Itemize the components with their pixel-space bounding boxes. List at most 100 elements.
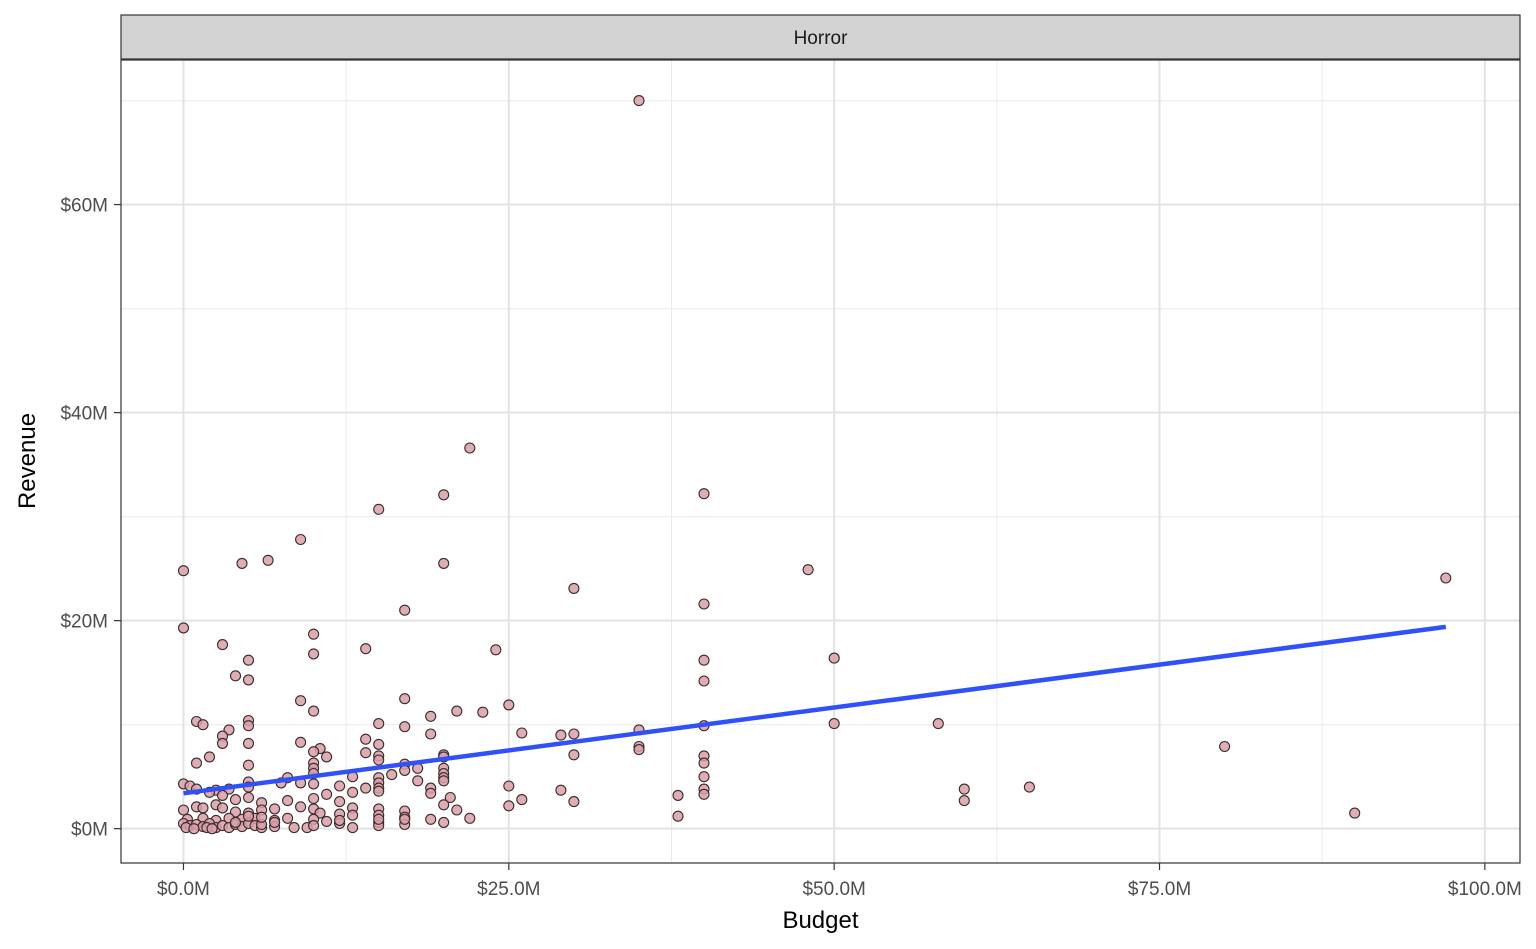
- data-point: [698, 771, 710, 783]
- data-point: [262, 554, 274, 566]
- data-point: [347, 822, 359, 834]
- data-point: [568, 582, 580, 594]
- data-point: [802, 564, 814, 576]
- data-point: [425, 787, 437, 799]
- data-point: [932, 718, 944, 730]
- plot-panel: [121, 60, 1520, 863]
- data-point: [216, 802, 229, 814]
- data-point: [229, 670, 242, 682]
- data-point: [216, 789, 229, 801]
- data-point: [347, 786, 359, 798]
- data-point: [269, 803, 281, 815]
- trend-line: [183, 624, 1447, 796]
- data-point: [425, 728, 437, 740]
- data-point: [256, 811, 268, 823]
- x-tick-label: $100.0M: [1448, 879, 1522, 900]
- data-point: [555, 784, 567, 796]
- data-point: [438, 557, 450, 569]
- data-point: [464, 442, 476, 454]
- data-point: [229, 816, 242, 828]
- data-point: [360, 733, 372, 745]
- data-point: [321, 788, 333, 800]
- y-tick-label: $40M: [60, 404, 108, 425]
- x-tick-label: $50.0M: [802, 879, 865, 900]
- data-point: [373, 754, 385, 766]
- x-axis: $0.0M $25.0M $50.0M $75.0M $100.0M: [157, 863, 1522, 900]
- data-point: [555, 729, 567, 741]
- data-point: [503, 780, 515, 792]
- data-point: [216, 737, 229, 749]
- data-point: [242, 759, 255, 771]
- data-point: [438, 489, 450, 501]
- data-point: [828, 718, 840, 730]
- data-point: [451, 705, 463, 717]
- data-point: [308, 648, 320, 660]
- data-point: [282, 795, 294, 807]
- data-point: [190, 757, 203, 769]
- data-point: [503, 800, 515, 812]
- data-point: [399, 721, 411, 733]
- data-point: [334, 814, 346, 826]
- data-point: [698, 675, 710, 687]
- data-point: [308, 792, 320, 805]
- data-point: [360, 747, 372, 759]
- y-axis: $0M $20M $40M $60M: [60, 196, 121, 841]
- data-point: [295, 736, 307, 748]
- data-point: [373, 785, 385, 797]
- facet-label: Horror: [794, 28, 849, 49]
- data-point: [288, 822, 300, 834]
- data-point: [282, 812, 294, 824]
- data-point: [438, 775, 450, 787]
- plot-border: [120, 59, 1521, 864]
- data-point: [295, 533, 307, 546]
- data-point: [242, 674, 255, 686]
- data-point: [477, 706, 489, 718]
- data-point: [490, 644, 502, 656]
- y-tick-label: $20M: [60, 612, 108, 633]
- data-point: [516, 727, 528, 739]
- data-point: [399, 764, 411, 776]
- data-point: [197, 719, 209, 731]
- data-point: [334, 780, 346, 792]
- data-point: [373, 813, 385, 825]
- data-point: [373, 738, 385, 750]
- data-point: [516, 794, 528, 806]
- data-point: [242, 654, 255, 666]
- data-point: [308, 628, 320, 640]
- x-axis-title: Budget: [782, 907, 858, 934]
- facet-strip: [120, 14, 1521, 60]
- data-point: [308, 778, 320, 790]
- data-point: [958, 795, 970, 807]
- data-point: [242, 720, 255, 732]
- data-point: [242, 810, 255, 822]
- data-point: [308, 746, 320, 758]
- data-point: [229, 794, 242, 806]
- data-point: [698, 598, 710, 610]
- data-point: [295, 695, 307, 707]
- data-point: [568, 728, 580, 740]
- data-point: [438, 799, 450, 811]
- data-point: [399, 604, 411, 616]
- data-point: [672, 810, 684, 822]
- data-point: [386, 769, 398, 781]
- data-point: [399, 693, 411, 705]
- y-tick-label: $60M: [60, 196, 108, 217]
- data-point: [360, 643, 372, 655]
- data-point: [295, 801, 307, 813]
- y-tick-label: $0M: [71, 820, 108, 841]
- data-point: [206, 823, 218, 835]
- data-point: [698, 488, 710, 500]
- data-point: [633, 95, 645, 107]
- data-point: [216, 639, 229, 651]
- data-point: [399, 813, 411, 825]
- data-point: [1349, 807, 1361, 819]
- data-point: [698, 654, 710, 666]
- data-point: [444, 791, 456, 804]
- data-point: [698, 757, 710, 769]
- data-point: [633, 744, 645, 756]
- data-point: [1440, 572, 1452, 584]
- data-point: [568, 796, 580, 808]
- data-point: [958, 783, 970, 795]
- data-point: [360, 782, 372, 794]
- x-tick-label: $75.0M: [1128, 879, 1191, 900]
